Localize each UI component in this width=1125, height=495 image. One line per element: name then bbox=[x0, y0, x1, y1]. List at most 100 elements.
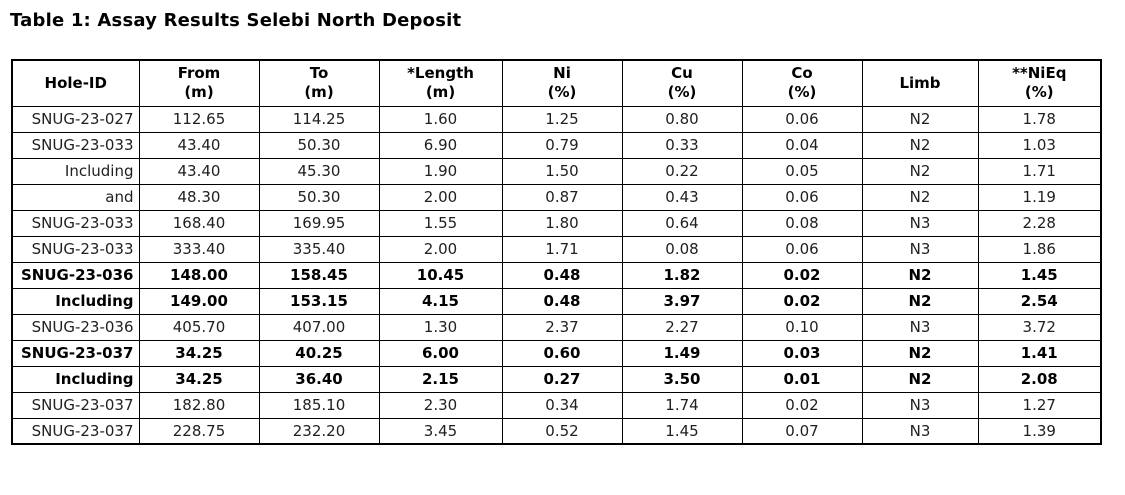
cell-co-pct: 0.10 bbox=[741, 313, 863, 341]
cell-ni-pct: 1.50 bbox=[501, 157, 623, 185]
cell-co-pct: 0.02 bbox=[741, 391, 863, 419]
table-row: SNUG-23-027 112.65 114.25 1.60 1.25 0.80 0.06 N… bbox=[11, 105, 1102, 133]
table-row: SNUG-23-036 148.00 158.45 10.45 0.48 1.82 0.02… bbox=[11, 261, 1102, 289]
cell-length-m: 10.45 bbox=[378, 261, 503, 289]
cell-ni-pct: 0.48 bbox=[501, 261, 623, 289]
cell-length-m: 2.30 bbox=[378, 391, 503, 419]
cell-to-m: 169.95 bbox=[258, 209, 380, 237]
cell-nieq-pct: 2.54 bbox=[977, 287, 1102, 315]
header-cu-pct: Cu (%) bbox=[621, 59, 743, 107]
cell-hole-id: SNUG-23-036 bbox=[11, 313, 140, 341]
cell-cu-pct: 0.64 bbox=[621, 209, 743, 237]
cell-length-m: 2.15 bbox=[378, 365, 503, 393]
cell-hole-id: Including bbox=[11, 287, 140, 315]
cell-to-m: 232.20 bbox=[258, 417, 380, 445]
cell-ni-pct: 0.52 bbox=[501, 417, 623, 445]
cell-length-m: 1.60 bbox=[378, 105, 503, 133]
cell-cu-pct: 3.50 bbox=[621, 365, 743, 393]
cell-nieq-pct: 1.39 bbox=[977, 417, 1102, 445]
cell-from-m: 148.00 bbox=[138, 261, 260, 289]
cell-to-m: 45.30 bbox=[258, 157, 380, 185]
table-row: and 48.30 50.30 2.00 0.87 0.43 0.06 N2 1.19 bbox=[11, 183, 1102, 211]
table-row: SNUG-23-033 43.40 50.30 6.90 0.79 0.33 0.04 N2 1… bbox=[11, 131, 1102, 159]
cell-nieq-pct: 1.27 bbox=[977, 391, 1102, 419]
header-co-pct: Co (%) bbox=[741, 59, 863, 107]
cell-to-m: 407.00 bbox=[258, 313, 380, 341]
cell-to-m: 158.45 bbox=[258, 261, 380, 289]
table-row: SNUG-23-037 34.25 40.25 6.00 0.60 1.49 0.03 N2 1… bbox=[11, 339, 1102, 367]
header-row: Hole-ID From (m) To (m) *Length (m) Ni (… bbox=[11, 59, 1102, 107]
cell-limb: N3 bbox=[861, 313, 979, 341]
cell-hole-id: SNUG-23-027 bbox=[11, 105, 140, 133]
cell-cu-pct: 0.22 bbox=[621, 157, 743, 185]
cell-from-m: 34.25 bbox=[138, 365, 260, 393]
cell-to-m: 40.25 bbox=[258, 339, 380, 367]
cell-length-m: 1.55 bbox=[378, 209, 503, 237]
cell-nieq-pct: 2.28 bbox=[977, 209, 1102, 237]
assay-results-table: Hole-ID From (m) To (m) *Length (m) Ni (… bbox=[11, 59, 1102, 445]
cell-length-m: 6.90 bbox=[378, 131, 503, 159]
cell-nieq-pct: 1.03 bbox=[977, 131, 1102, 159]
cell-ni-pct: 1.25 bbox=[501, 105, 623, 133]
cell-nieq-pct: 1.45 bbox=[977, 261, 1102, 289]
cell-cu-pct: 3.97 bbox=[621, 287, 743, 315]
cell-from-m: 43.40 bbox=[138, 131, 260, 159]
table-row: SNUG-23-036 405.70 407.00 1.30 2.37 2.27 0.10 N… bbox=[11, 313, 1102, 341]
cell-co-pct: 0.01 bbox=[741, 365, 863, 393]
cell-cu-pct: 1.45 bbox=[621, 417, 743, 445]
cell-limb: N3 bbox=[861, 209, 979, 237]
cell-limb: N3 bbox=[861, 391, 979, 419]
cell-cu-pct: 0.08 bbox=[621, 235, 743, 263]
cell-from-m: 112.65 bbox=[138, 105, 260, 133]
cell-limb: N3 bbox=[861, 417, 979, 445]
cell-cu-pct: 2.27 bbox=[621, 313, 743, 341]
cell-ni-pct: 0.48 bbox=[501, 287, 623, 315]
cell-limb: N2 bbox=[861, 287, 979, 315]
cell-limb: N3 bbox=[861, 235, 979, 263]
cell-length-m: 2.00 bbox=[378, 235, 503, 263]
cell-from-m: 34.25 bbox=[138, 339, 260, 367]
cell-from-m: 168.40 bbox=[138, 209, 260, 237]
cell-cu-pct: 1.74 bbox=[621, 391, 743, 419]
cell-cu-pct: 0.43 bbox=[621, 183, 743, 211]
cell-from-m: 43.40 bbox=[138, 157, 260, 185]
cell-hole-id: SNUG-23-037 bbox=[11, 391, 140, 419]
header-from-m: From (m) bbox=[138, 59, 260, 107]
table-row: Including 43.40 45.30 1.90 1.50 0.22 0.05 N2 1.7… bbox=[11, 157, 1102, 185]
cell-to-m: 36.40 bbox=[258, 365, 380, 393]
cell-ni-pct: 2.37 bbox=[501, 313, 623, 341]
document-page: Table 1: Assay Results Selebi North Depo… bbox=[0, 10, 1125, 445]
cell-limb: N2 bbox=[861, 339, 979, 367]
cell-length-m: 3.45 bbox=[378, 417, 503, 445]
cell-hole-id: SNUG-23-033 bbox=[11, 131, 140, 159]
cell-co-pct: 0.04 bbox=[741, 131, 863, 159]
cell-nieq-pct: 1.86 bbox=[977, 235, 1102, 263]
cell-length-m: 6.00 bbox=[378, 339, 503, 367]
cell-co-pct: 0.07 bbox=[741, 417, 863, 445]
cell-co-pct: 0.06 bbox=[741, 105, 863, 133]
cell-limb: N2 bbox=[861, 105, 979, 133]
header-to-m: To (m) bbox=[258, 59, 380, 107]
cell-co-pct: 0.06 bbox=[741, 235, 863, 263]
cell-to-m: 153.15 bbox=[258, 287, 380, 315]
cell-hole-id: and bbox=[11, 183, 140, 211]
cell-ni-pct: 0.79 bbox=[501, 131, 623, 159]
cell-length-m: 2.00 bbox=[378, 183, 503, 211]
table-row: SNUG-23-037 228.75 232.20 3.45 0.52 1.45 0.07 N… bbox=[11, 417, 1102, 445]
cell-limb: N2 bbox=[861, 183, 979, 211]
cell-limb: N2 bbox=[861, 157, 979, 185]
cell-co-pct: 0.05 bbox=[741, 157, 863, 185]
cell-to-m: 114.25 bbox=[258, 105, 380, 133]
header-limb: Limb bbox=[861, 59, 979, 107]
cell-from-m: 405.70 bbox=[138, 313, 260, 341]
cell-to-m: 50.30 bbox=[258, 131, 380, 159]
cell-cu-pct: 0.33 bbox=[621, 131, 743, 159]
cell-hole-id: SNUG-23-036 bbox=[11, 261, 140, 289]
cell-co-pct: 0.02 bbox=[741, 261, 863, 289]
cell-limb: N2 bbox=[861, 261, 979, 289]
header-ni-pct: Ni (%) bbox=[501, 59, 623, 107]
cell-from-m: 149.00 bbox=[138, 287, 260, 315]
cell-co-pct: 0.02 bbox=[741, 287, 863, 315]
cell-ni-pct: 1.80 bbox=[501, 209, 623, 237]
cell-from-m: 228.75 bbox=[138, 417, 260, 445]
